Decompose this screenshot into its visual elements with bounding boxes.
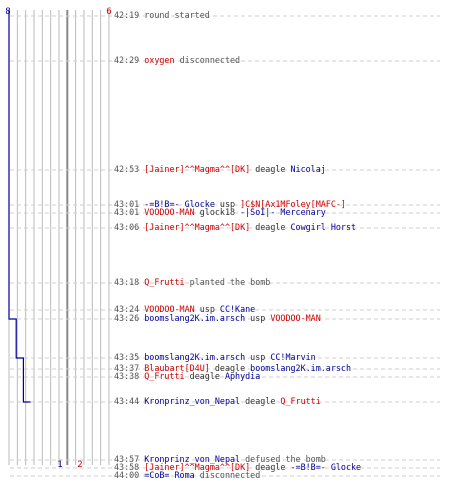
- event-row: 43:35 boomslang2K.im.arsch usp CC!Marvin: [114, 353, 316, 362]
- event-time: 42:53: [114, 164, 145, 174]
- event-time: 43:18: [114, 277, 145, 287]
- event-row: 44:00 =CoB= Roma disconnected: [114, 471, 260, 480]
- player-name: -|SoI|- Mercenary: [240, 207, 326, 217]
- ct-start-count: 6: [106, 7, 111, 17]
- player-name: =CoB= Roma: [144, 470, 195, 480]
- event-row: 43:06 [Jainer]^^Magma^^[DK] deagle Cowgi…: [114, 223, 356, 232]
- player-name: Kronprinz_von_Nepal: [144, 454, 241, 464]
- player-name: -=B!B=- Glocke: [144, 199, 215, 209]
- event-row: 43:18 Q_Frutti planted the bomb: [114, 278, 270, 287]
- event-text: deagle: [209, 363, 251, 373]
- event-text: usp: [245, 313, 271, 323]
- event-row: 42:29 oxygen disconnected: [114, 56, 240, 65]
- event-time: 43:06: [114, 222, 145, 232]
- event-time: 44:00: [114, 470, 145, 480]
- event-text: deagle: [250, 164, 291, 174]
- player-name: CC!Kane: [219, 304, 256, 314]
- event-text: deagle: [184, 371, 225, 381]
- player-name: VOODOO-MAN: [144, 207, 195, 217]
- event-text: planted the bomb: [184, 277, 271, 287]
- event-time: 43:01: [114, 207, 145, 217]
- event-row: 43:01 -=B!B=- Glocke usp ]C$N[Ax1MFoley[…: [114, 200, 346, 209]
- event-text: deagle: [250, 462, 291, 472]
- event-text: disconnected: [194, 470, 261, 480]
- player-name: oxygen: [144, 55, 175, 65]
- event-text: deagle: [250, 222, 291, 232]
- event-time: 43:26: [114, 313, 145, 323]
- player-name: boomslang2K.im.arsch: [144, 352, 246, 362]
- event-text: glock18: [194, 207, 241, 217]
- event-row: 43:37 Blaubart[D4U] deagle boomslang2K.i…: [114, 364, 351, 373]
- event-row: 43:24 VOODOO-MAN usp CC!Kane: [114, 305, 255, 314]
- player-name: VOODOO-MAN: [144, 304, 195, 314]
- player-name: boomslang2K.im.arsch: [144, 313, 246, 323]
- player-name: Kronprinz_von_Nepal: [144, 396, 241, 406]
- ct-end-count: 2: [77, 460, 82, 470]
- player-name: Q_Frutti: [144, 277, 185, 287]
- player-name: Blaubart[D4U]: [144, 363, 210, 373]
- event-time: 43:57: [114, 454, 145, 464]
- event-text: disconnected: [174, 55, 241, 65]
- event-time: 43:01: [114, 199, 145, 209]
- player-name: [Jainer]^^Magma^^[DK]: [144, 462, 251, 472]
- event-row: 42:53 [Jainer]^^Magma^^[DK] deagle Nicol…: [114, 165, 326, 174]
- player-name: VOODOO-MAN: [270, 313, 321, 323]
- player-name: boomslang2K.im.arsch: [250, 363, 352, 373]
- player-name: -=B!B=- Glocke: [290, 462, 362, 472]
- event-text: usp: [214, 199, 241, 209]
- event-row: 43:26 boomslang2K.im.arsch usp VOODOO-MA…: [114, 314, 321, 323]
- player-name: ]C$N[Ax1MFoley[MAFC-]: [240, 199, 346, 209]
- event-row: 43:44 Kronprinz_von_Nepal deagle Q_Frutt…: [114, 397, 321, 406]
- player-name: Nicolaj: [290, 164, 326, 174]
- t-series-line: [8, 10, 31, 403]
- t-end-count: 1: [57, 460, 62, 470]
- event-text: usp: [194, 304, 220, 314]
- event-row: 42:19 round started: [114, 11, 210, 20]
- event-text: deagle: [240, 396, 281, 406]
- player-name: Cowgirl Horst: [290, 222, 357, 232]
- event-text: defused the bomb: [240, 454, 326, 464]
- event-text: round started: [144, 10, 210, 20]
- player-name: Aphydia: [224, 371, 261, 381]
- event-time: 42:29: [114, 55, 145, 65]
- event-row: 43:57 Kronprinz_von_Nepal defused the bo…: [114, 455, 326, 464]
- event-text: usp: [245, 352, 271, 362]
- event-time: 42:19: [114, 10, 145, 20]
- event-time: 43:38: [114, 371, 145, 381]
- player-name: [Jainer]^^Magma^^[DK]: [144, 222, 251, 232]
- player-name: CC!Marvin: [270, 352, 316, 362]
- event-time: 43:44: [114, 396, 145, 406]
- event-row: 43:58 [Jainer]^^Magma^^[DK] deagle -=B!B…: [114, 463, 361, 472]
- event-time: 43:24: [114, 304, 145, 314]
- event-time: 43:58: [114, 462, 145, 472]
- event-time: 43:35: [114, 352, 145, 362]
- player-name: [Jainer]^^Magma^^[DK]: [144, 164, 251, 174]
- event-row: 43:01 VOODOO-MAN glock18 -|SoI|- Mercena…: [114, 208, 326, 217]
- player-name: Q_Frutti: [144, 371, 185, 381]
- t-start-count: 8: [5, 7, 10, 17]
- event-time: 43:37: [114, 363, 145, 373]
- player-name: Q_Frutti: [280, 396, 321, 406]
- event-row: 43:38 Q_Frutti deagle Aphydia: [114, 372, 260, 381]
